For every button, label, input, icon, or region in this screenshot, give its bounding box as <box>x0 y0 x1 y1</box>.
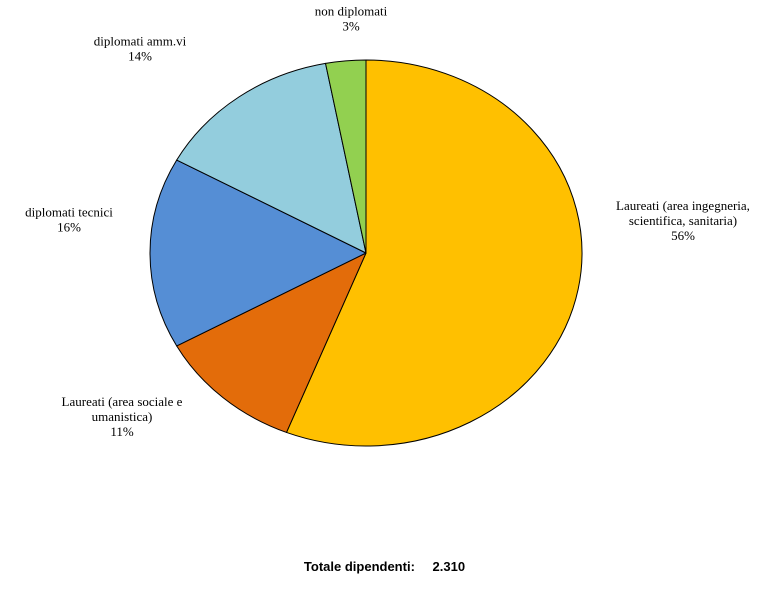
slice-label-5: non diplomati 3% <box>315 4 388 34</box>
slice-percent: 14% <box>128 49 152 64</box>
slice-label-4: diplomati amm.vi 14% <box>94 34 187 64</box>
slice-category-line: Laureati (area ingegneria, <box>616 198 750 213</box>
slice-category-line: Laureati (area sociale e <box>62 394 183 409</box>
slice-label-1: Laureati (area ingegneria, scientifica, s… <box>616 198 750 243</box>
pie-slice-1 <box>285 59 583 447</box>
total-value: 2.310 <box>432 559 466 574</box>
pie-slice-5 <box>325 59 367 254</box>
slice-label-3: diplomati tecnici 16% <box>25 205 113 235</box>
pie-slice-4 <box>176 62 367 254</box>
pie-slice-3 <box>149 159 367 347</box>
total-label: Totale dipendenti: <box>303 559 415 574</box>
slice-percent: 16% <box>57 220 81 235</box>
slice-percent: 3% <box>342 19 360 34</box>
slice-category-line: diplomati amm.vi <box>94 34 187 49</box>
slice-category-line: diplomati tecnici <box>25 205 113 220</box>
slice-category-line: scientifica, sanitaria) <box>629 213 737 228</box>
total-employees: Totale dipendenti: 2.310 <box>0 559 769 574</box>
pie-slice-2 <box>176 252 367 433</box>
slice-category-line: non diplomati <box>315 4 388 19</box>
slice-category-line: umanistica) <box>92 409 153 424</box>
slice-percent: 11% <box>110 424 134 439</box>
slice-label-2: Laureati (area sociale e umanistica) 11% <box>62 394 183 439</box>
slice-percent: 56% <box>671 228 695 243</box>
